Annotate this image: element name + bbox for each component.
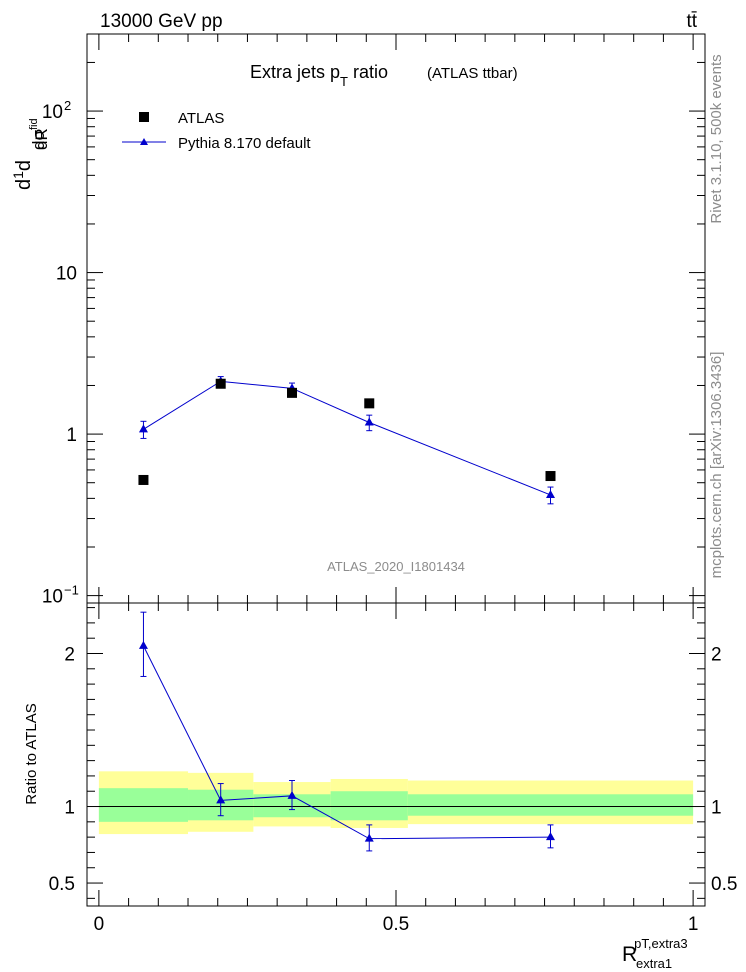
xlabel-main: R: [622, 943, 637, 966]
main-ytick-label: 10: [42, 587, 63, 608]
ratio-pythia-point: [216, 795, 226, 804]
pythia-point: [138, 424, 148, 433]
legend-pythia-label: Pythia 8.170 default: [178, 135, 311, 152]
atlas-point: [138, 474, 149, 485]
energy-label: 13000 GeV pp: [100, 11, 223, 32]
ratio-xlabel: RpT,extra3: [622, 936, 688, 966]
analysis-watermark: ATLAS_2020_I1801434: [327, 559, 465, 574]
legend-atlas-marker: [139, 112, 149, 122]
ratio-plot-frame: [86, 602, 706, 907]
legend-pythia-marker: [140, 138, 148, 145]
ratio-pythia-point: [364, 833, 374, 842]
ratio-pythia-point: [138, 640, 148, 649]
ratio-plot-panel: 0.5 0.5 1 1 2 2 0 0.5 1 Ratio to ATLAS RpT,extra…: [23, 602, 737, 971]
ratio-ytick-label: 0.5: [49, 874, 75, 895]
plot-title: Extra jets pT ratio: [250, 62, 388, 89]
ratio-ytick-label-right: 0.5: [711, 874, 737, 895]
ratio-xtick-label: 0.5: [383, 914, 409, 935]
main-ytick-exponent: 2: [64, 98, 71, 113]
ratio-inner-band: [330, 791, 408, 821]
main-ytick-label: 10: [42, 102, 63, 123]
ratio-pythia-point: [287, 790, 297, 799]
xlabel-sub: extra1: [636, 956, 672, 971]
ratio-ylabel: Ratio to ATLAS: [23, 703, 40, 804]
plot-title-tail: ratio: [348, 62, 388, 82]
plot-title-subscript: T: [340, 74, 348, 89]
ratio-ytick-label: 1: [64, 798, 75, 819]
ratio-uncertainty-bands: [98, 771, 694, 835]
ratio-plot-marks: [138, 611, 555, 852]
pythia-point: [364, 417, 374, 426]
main-ylabel-denominator: dR: [32, 128, 51, 150]
ratio-pythia-point: [546, 832, 555, 841]
ratio-ytick-label: 2: [64, 645, 75, 666]
ratio-ytick-label-right: 2: [711, 645, 722, 666]
main-ylabel: d1d dσfid dR: [10, 118, 51, 190]
atlas-point: [215, 378, 226, 389]
ratio-inner-band: [407, 794, 694, 816]
main-ylabel-d-sigma: d1d: [10, 160, 35, 190]
atlas-point: [364, 398, 375, 409]
plot-title-small: (ATLAS ttbar): [427, 65, 518, 82]
ratio-inner-band: [98, 788, 189, 822]
plot-title-main: Extra jets p: [250, 62, 340, 82]
ratio-xtick-label: 1: [688, 914, 699, 935]
pythia-line: [143, 380, 551, 496]
main-plot-marks: [138, 376, 556, 505]
atlas-point: [287, 387, 298, 398]
rivet-version-label: Rivet 3.1.10, 500k events: [708, 54, 725, 223]
main-ytick-label: 1: [66, 425, 77, 446]
main-ytick-label: 10: [56, 264, 77, 285]
xlabel-sup: pT,extra3: [634, 936, 687, 951]
main-ytick-exponent: −1: [64, 583, 79, 598]
ratio-xtick-label: 0: [94, 914, 105, 935]
legend-atlas-label: ATLAS: [178, 110, 224, 127]
pythia-point: [546, 489, 555, 498]
ratio-ytick-label-right: 1: [711, 798, 722, 819]
process-label: tt̄: [686, 11, 697, 32]
atlas-point: [545, 471, 556, 482]
ratio-plot-ticks: 0.5 0.5 1 1 2 2 0 0.5 1: [49, 603, 737, 935]
mcplots-label: mcplots.cern.ch [arXiv:1306.3436]: [708, 352, 725, 579]
